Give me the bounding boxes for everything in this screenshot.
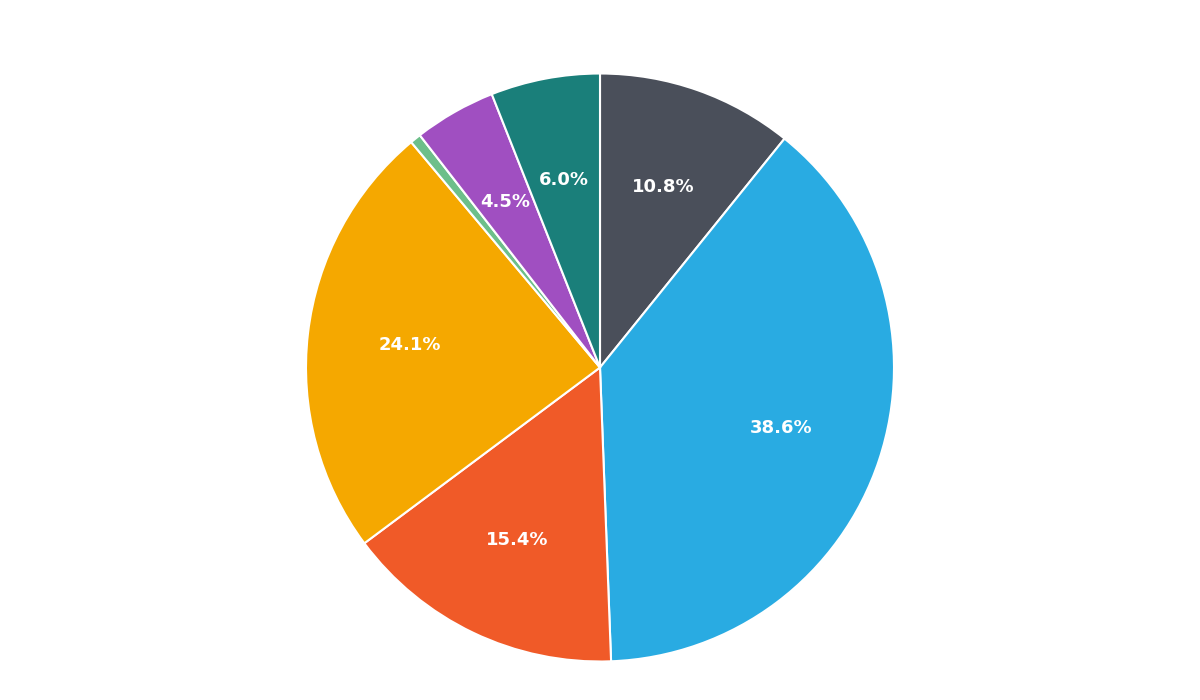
Text: 10.8%: 10.8%	[632, 178, 695, 196]
Wedge shape	[492, 74, 600, 368]
Text: 24.1%: 24.1%	[379, 336, 442, 354]
Wedge shape	[420, 94, 600, 368]
Wedge shape	[600, 139, 894, 661]
Wedge shape	[600, 74, 785, 368]
Text: 15.4%: 15.4%	[486, 531, 548, 549]
Text: 4.5%: 4.5%	[480, 193, 530, 211]
Text: 38.6%: 38.6%	[750, 419, 812, 437]
Wedge shape	[365, 368, 611, 662]
Wedge shape	[412, 135, 600, 368]
Wedge shape	[306, 142, 600, 543]
Text: 6.0%: 6.0%	[539, 171, 589, 189]
